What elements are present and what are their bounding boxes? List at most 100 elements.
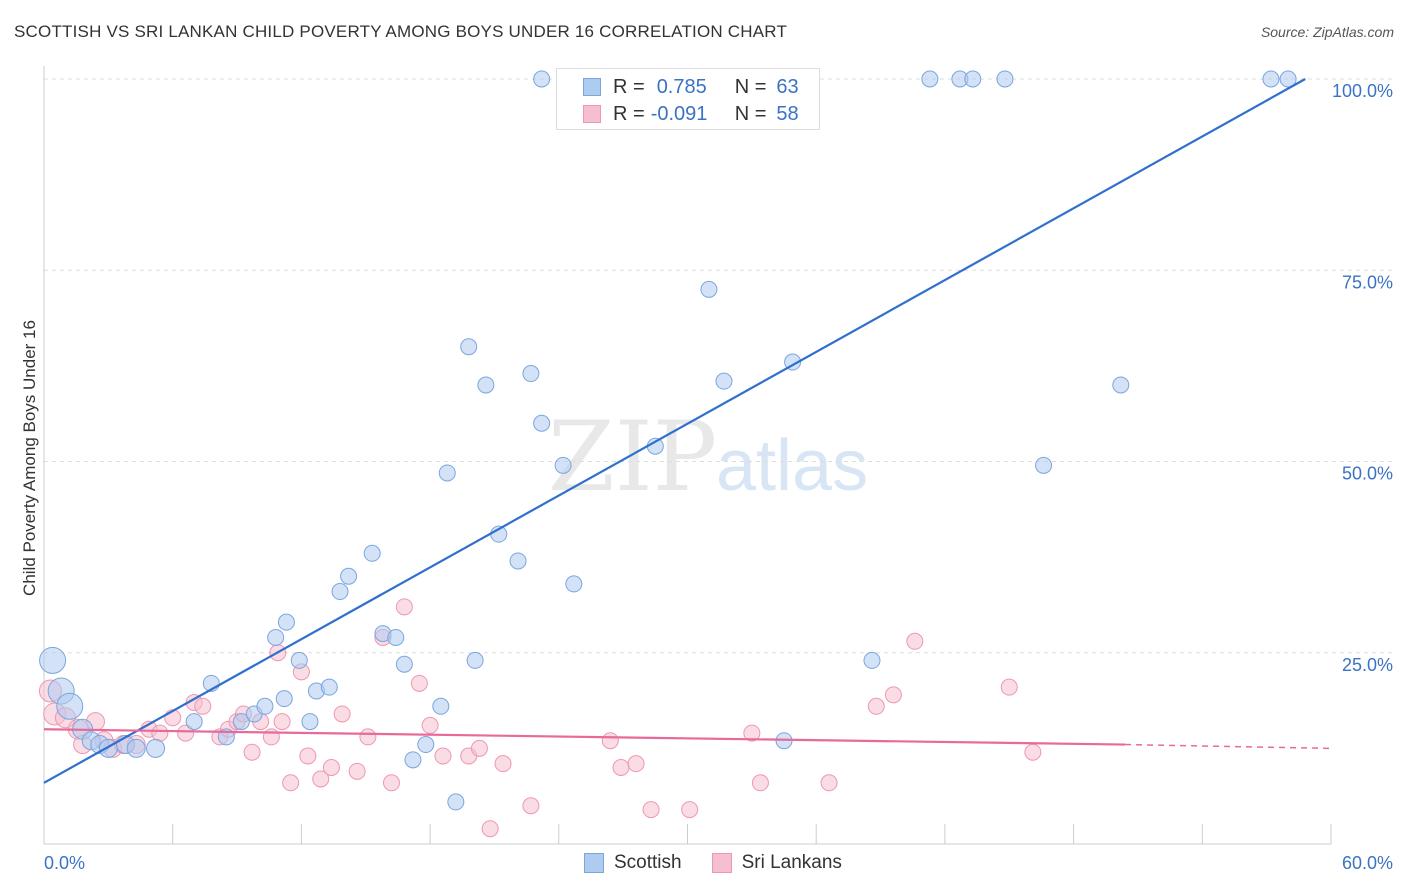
scottish-point [438,464,456,482]
scottish-point [277,613,295,631]
scottish-point [340,567,358,585]
scottish-point [387,628,405,646]
scottish-swatch [583,78,601,96]
srilankan-point [434,747,452,765]
n-label: N = [734,102,767,125]
scottish-point [565,575,583,593]
srilankan-point [333,705,351,723]
srilankan-point [867,697,885,715]
scottish-point [554,456,572,474]
srilankan-point [481,820,499,838]
scottish-trend-line [43,78,1306,784]
scottish-point [395,655,413,673]
source-label: Source: ZipAtlas.com [1260,24,1394,40]
scottish-point [863,651,881,669]
scottish-point [1279,70,1297,88]
scottish-point [126,738,146,758]
scottish-point [522,365,540,383]
srilankan-point [410,674,428,692]
correlation-legend: R = 0.785 N = 63 R = -0.091 N = 58 [556,68,820,130]
srilankan-point [312,770,330,788]
srilankan-point [743,724,761,742]
scottish-point [432,697,450,715]
n-value: 63 [776,75,799,98]
x-tick-label: 0.0% [44,853,85,873]
srilankan-point [382,774,400,792]
srilankan-point [820,774,838,792]
scottish-point [700,280,718,298]
srilankan-point [299,747,317,765]
x-tick-label: 60.0% [1342,853,1393,873]
srilankan-point [884,686,902,704]
srilankan-point [601,732,619,750]
srilankan-point [282,774,300,792]
srilankan-point [627,755,645,773]
srilankan-point [243,743,261,761]
srilankan-point [1024,743,1042,761]
scottish-point [509,552,527,570]
scottish-point [1035,456,1053,474]
legend-item-scottish: Scottish [584,852,682,874]
scottish-point [460,338,478,356]
scottish-point [256,697,274,715]
srilankan-point [681,801,699,819]
srilankan-point [642,801,660,819]
scottish-point [301,713,319,731]
y-tick-label: 50.0% [1342,464,1393,484]
srilankan-point [470,739,488,757]
srilankan-point [751,774,769,792]
scottish-point [1112,376,1130,394]
scottish-point [331,583,349,601]
series-legend: Scottish Sri Lankans [584,852,872,874]
scottish-point [1262,70,1280,88]
y-tick-label: 100.0% [1332,81,1393,101]
scottish-point [533,414,551,432]
srilankan-point [194,697,212,715]
scottish-point [964,70,982,88]
legend-item-srilankan: Sri Lankans [711,852,842,874]
scottish-point [533,70,551,88]
srilankan-point [494,755,512,773]
scottish-point [275,690,293,708]
srilankan-point [395,598,413,616]
scottish-point [404,751,422,769]
scottish-point [477,376,495,394]
scottish-point [921,70,939,88]
watermark-zip: ZIP [548,401,717,513]
srilankan-point [151,724,169,742]
srilankan-point [1000,678,1018,696]
scottish-point [447,793,465,811]
scottish-point [715,372,733,390]
srilankan-point [322,759,340,776]
scottish-point [417,736,435,754]
scottish-point [98,738,118,758]
legend-row-srilankan: R = -0.091 N = 58 [557,101,799,127]
srilankan-point [177,724,195,742]
r-label: R = [613,102,645,125]
scottish-point [363,544,381,562]
r-value: 0.785 [656,75,707,98]
watermark-atlas: atlas [716,426,868,506]
srilankan-trend-line [43,728,1126,746]
y-tick-label: 75.0% [1342,272,1393,292]
srilankan-point [906,632,924,650]
scottish-point [39,646,67,674]
srilankan-point [348,762,366,780]
scottish-point [146,738,166,758]
n-value: 58 [776,102,799,125]
n-label: N = [734,75,767,98]
y-tick-label: 25.0% [1342,655,1393,675]
srilankan-point [522,797,540,815]
scottish-point [56,692,84,720]
scottish-point [320,678,338,696]
legend-row-scottish: R = 0.785 N = 63 [557,74,799,100]
scottish-point [466,651,484,669]
scottish-point [232,713,250,731]
srilankan-point [359,728,377,746]
scottish-point [290,651,308,669]
srilankan-swatch [583,105,601,123]
scottish-swatch [584,853,604,873]
r-label: R = [613,75,645,98]
srilankan-point [273,713,291,731]
